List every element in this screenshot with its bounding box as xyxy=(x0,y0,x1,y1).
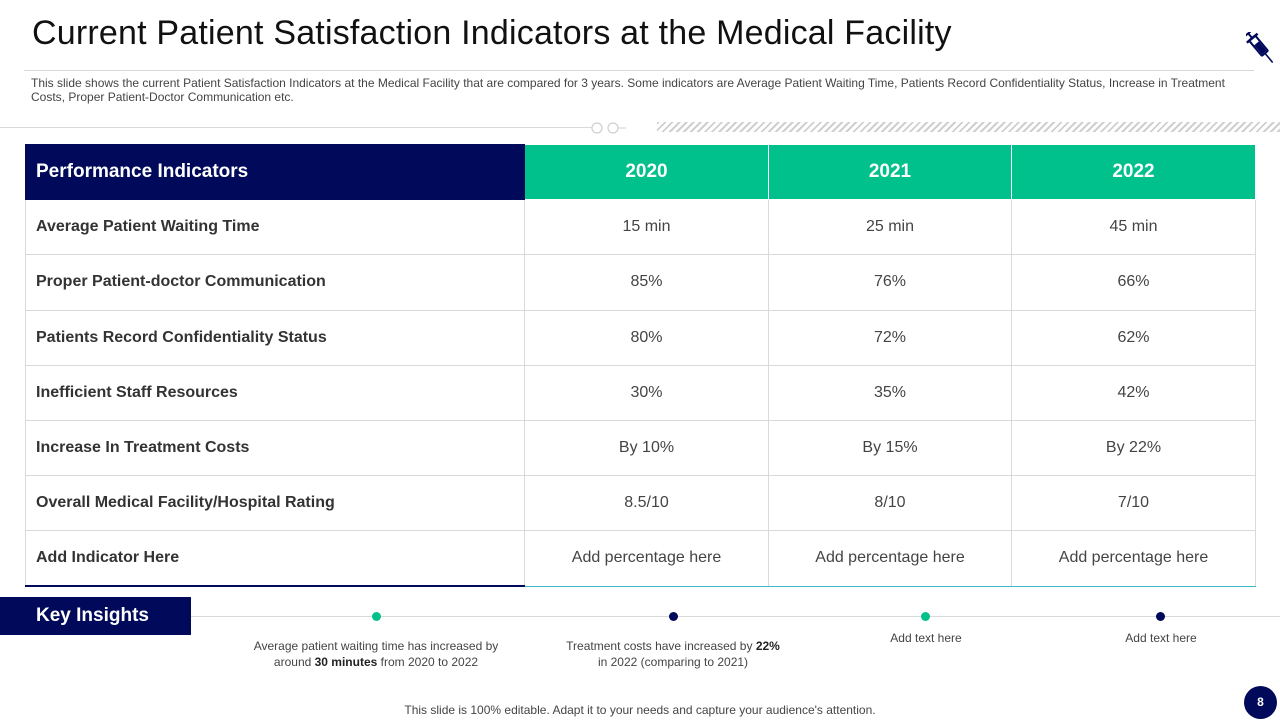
table-cell: 45 min xyxy=(1011,199,1256,256)
table-cell: 66% xyxy=(1011,254,1256,311)
decor-line xyxy=(0,127,592,128)
insight-dot xyxy=(372,612,381,621)
table-cell: 25 min xyxy=(768,199,1012,256)
table-cell: Add percentage here xyxy=(768,530,1012,587)
insight-text: Add text here xyxy=(1125,631,1197,645)
table-cell: By 15% xyxy=(768,419,1012,477)
indicator-label: Average Patient Waiting Time xyxy=(25,199,525,256)
title-divider xyxy=(24,70,1254,71)
table-cell: 35% xyxy=(768,364,1012,421)
indicator-label: Add Indicator Here xyxy=(25,530,525,588)
header-year: 2020 xyxy=(524,143,769,201)
table-cell: Add percentage here xyxy=(524,530,769,587)
header-year: 2021 xyxy=(768,143,1012,201)
indicator-label: Increase In Treatment Costs xyxy=(25,419,525,477)
insight-text: Add text here xyxy=(890,631,962,645)
footer-note: This slide is 100% editable. Adapt it to… xyxy=(404,703,876,717)
table-row: Add Indicator Here Add percentage here A… xyxy=(25,530,1256,588)
header-indicators: Performance Indicators xyxy=(25,143,525,201)
page-number: 8 xyxy=(1244,686,1277,719)
table-row: Average Patient Waiting Time 15 min 25 m… xyxy=(25,199,1256,256)
indicator-label: Inefficient Staff Resources xyxy=(25,364,525,421)
slide-title: Current Patient Satisfaction Indicators … xyxy=(32,14,952,52)
table-cell: 85% xyxy=(524,254,769,311)
table-cell: By 22% xyxy=(1011,419,1256,477)
table-cell: 76% xyxy=(768,254,1012,311)
table-row: Proper Patient-doctor Communication 85% … xyxy=(25,254,1256,311)
table-cell: 7/10 xyxy=(1011,475,1256,532)
slide-subtitle: This slide shows the current Patient Sat… xyxy=(31,76,1225,104)
table-cell: By 10% xyxy=(524,419,769,477)
table-cell: 8.5/10 xyxy=(524,475,769,532)
insight-text: Treatment costs have increased by 22% in… xyxy=(566,639,780,669)
indicator-label: Overall Medical Facility/Hospital Rating xyxy=(25,475,525,532)
table-row: Inefficient Staff Resources 30% 35% 42% xyxy=(25,364,1256,421)
indicator-label: Proper Patient-doctor Communication xyxy=(25,254,525,311)
insight-text: Average patient waiting time has increas… xyxy=(253,639,499,669)
table-row: Patients Record Confidentiality Status 8… xyxy=(25,309,1256,366)
insight-dot xyxy=(1156,612,1165,621)
insight-dot xyxy=(669,612,678,621)
syringe-icon xyxy=(1246,32,1274,64)
key-insights-timeline xyxy=(191,616,1280,617)
indicator-label: Patients Record Confidentiality Status xyxy=(25,309,525,366)
table-cell: 30% xyxy=(524,364,769,421)
table-cell: 8/10 xyxy=(768,475,1012,532)
indicators-table: Performance Indicators 2020 2021 2022 Av… xyxy=(25,143,1256,588)
table-cell: Add percentage here xyxy=(1011,530,1256,587)
table-row: Overall Medical Facility/Hospital Rating… xyxy=(25,475,1256,532)
table-cell: 80% xyxy=(524,309,769,366)
table-cell: 42% xyxy=(1011,364,1256,421)
table-row: Increase In Treatment Costs By 10% By 15… xyxy=(25,419,1256,477)
insight-dot xyxy=(921,612,930,621)
table-header-row: Performance Indicators 2020 2021 2022 xyxy=(25,143,1256,201)
header-year: 2022 xyxy=(1011,143,1256,201)
key-insights-heading: Key Insights xyxy=(0,597,191,635)
decor-hatch xyxy=(657,122,1280,132)
decor-circles xyxy=(591,122,626,134)
table-cell: 62% xyxy=(1011,309,1256,366)
table-cell: 15 min xyxy=(524,199,769,256)
table-cell: 72% xyxy=(768,309,1012,366)
